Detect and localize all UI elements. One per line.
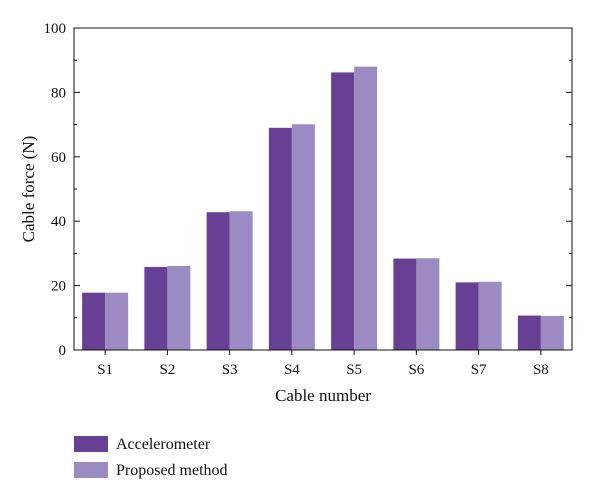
bar-s6-accelerometer [393,258,417,350]
bar-s7-accelerometer [455,282,479,350]
y-tick-label: 20 [51,279,66,295]
x-tick-label-s8: S8 [533,362,549,378]
bar-s2-accelerometer [144,266,168,350]
legend-swatch-accelerometer [74,436,108,452]
legend-label: Accelerometer [116,436,211,453]
y-tick-label: 80 [51,85,66,101]
x-tick-label-s4: S4 [284,362,300,378]
x-tick-label-s1: S1 [97,362,113,378]
x-axis-ticks: S1 S2 S3 S4 S5 S6 S7 S8 [97,350,549,378]
x-tick-label-s5: S5 [346,362,362,378]
bars-layer [82,66,564,350]
y-axis-ticks: 0 20 40 60 80 100 [44,21,572,359]
x-tick-label-s6: S6 [408,362,424,378]
bar-s8-proposed-method [540,315,564,350]
x-tick-label-s2: S2 [159,362,175,378]
plot-area: 0 20 40 60 80 100 S1 S2 S3 S4 S5 S6 S7 S8 [44,21,573,378]
legend: Accelerometer Proposed method [74,436,228,479]
y-axis-title: Cable force (N) [19,136,38,243]
bar-s1-proposed-method [105,292,129,350]
bar-s5-proposed-method [354,66,378,350]
bar-s8-accelerometer [517,315,541,350]
bar-s2-proposed-method [167,265,191,350]
legend-label: Proposed method [116,462,228,479]
y-tick-label: 40 [51,214,66,230]
x-axis-title: Cable number [275,386,371,405]
x-tick-label-s7: S7 [471,362,487,378]
x-tick-label-s3: S3 [222,362,238,378]
y-tick-label: 0 [59,343,67,359]
bar-s7-proposed-method [478,281,502,350]
bar-s5-accelerometer [331,72,355,350]
bar-s3-accelerometer [206,212,230,350]
bar-s4-proposed-method [291,124,315,350]
bar-s6-proposed-method [416,258,440,350]
bar-s1-accelerometer [82,292,106,350]
legend-swatch-proposed-method [74,462,108,478]
y-tick-label: 60 [51,150,66,166]
bar-s3-proposed-method [229,211,253,350]
bar-s4-accelerometer [268,127,292,350]
y-tick-label: 100 [44,21,67,37]
